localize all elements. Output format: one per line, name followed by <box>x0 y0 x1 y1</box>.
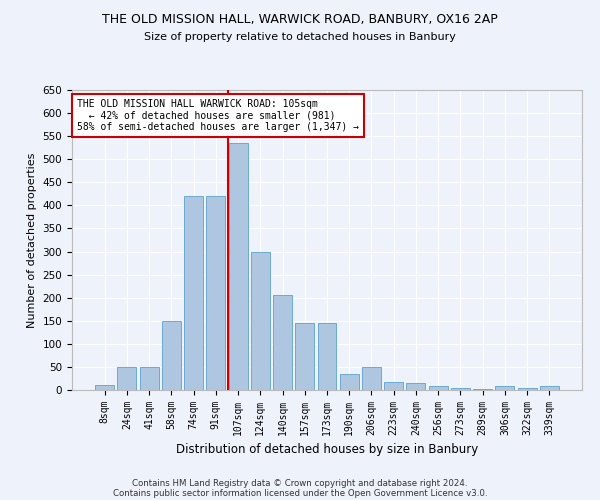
Text: THE OLD MISSION HALL WARWICK ROAD: 105sqm
  ← 42% of detached houses are smaller: THE OLD MISSION HALL WARWICK ROAD: 105sq… <box>77 99 359 132</box>
Bar <box>496 386 514 390</box>
Bar <box>162 321 181 390</box>
Bar <box>317 323 337 390</box>
Text: Contains public sector information licensed under the Open Government Licence v3: Contains public sector information licen… <box>113 488 487 498</box>
Bar <box>518 388 536 390</box>
Text: Contains HM Land Registry data © Crown copyright and database right 2024.: Contains HM Land Registry data © Crown c… <box>132 478 468 488</box>
Bar <box>251 252 270 390</box>
Text: Size of property relative to detached houses in Banbury: Size of property relative to detached ho… <box>144 32 456 42</box>
Bar <box>362 367 381 390</box>
Bar <box>273 296 292 390</box>
Bar <box>540 386 559 390</box>
Bar <box>229 143 248 390</box>
Bar <box>95 386 114 390</box>
Text: THE OLD MISSION HALL, WARWICK ROAD, BANBURY, OX16 2AP: THE OLD MISSION HALL, WARWICK ROAD, BANB… <box>102 12 498 26</box>
Y-axis label: Number of detached properties: Number of detached properties <box>27 152 37 328</box>
Bar <box>118 367 136 390</box>
Bar <box>184 196 203 390</box>
Bar <box>451 388 470 390</box>
Bar <box>140 367 158 390</box>
Bar <box>295 323 314 390</box>
Bar <box>384 382 403 390</box>
Bar <box>473 388 492 390</box>
Bar <box>429 386 448 390</box>
Bar <box>406 383 425 390</box>
X-axis label: Distribution of detached houses by size in Banbury: Distribution of detached houses by size … <box>176 444 478 456</box>
Bar <box>206 196 225 390</box>
Bar <box>340 374 359 390</box>
